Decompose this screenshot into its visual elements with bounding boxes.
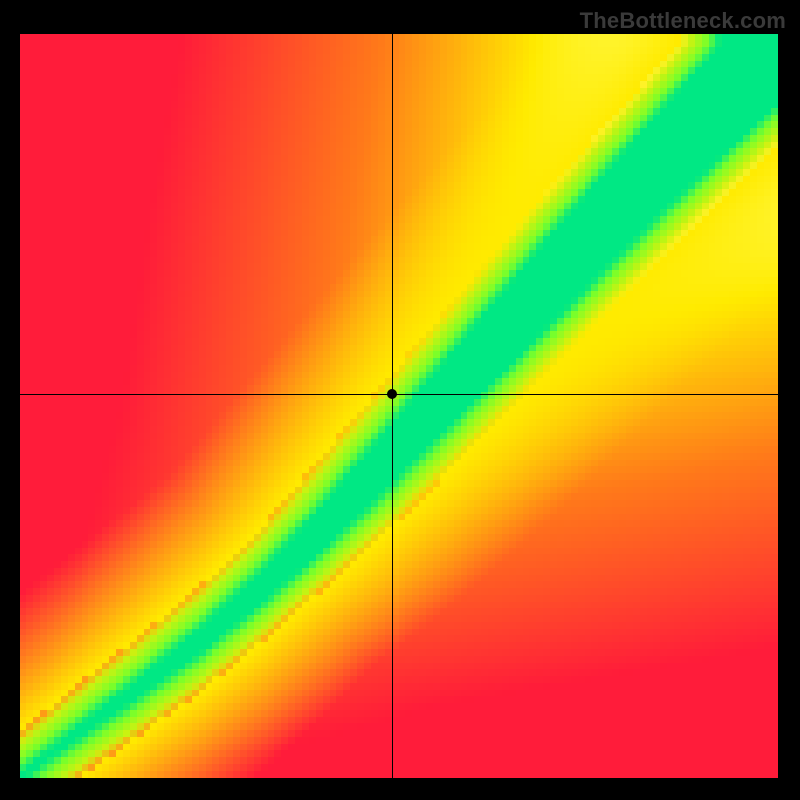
- watermark-text: TheBottleneck.com: [580, 8, 786, 34]
- plot-area: [20, 34, 778, 778]
- crosshair-marker: [387, 389, 397, 399]
- crosshair-horizontal: [20, 394, 778, 395]
- heatmap-canvas: [20, 34, 778, 778]
- crosshair-vertical: [392, 34, 393, 778]
- chart-container: TheBottleneck.com: [0, 0, 800, 800]
